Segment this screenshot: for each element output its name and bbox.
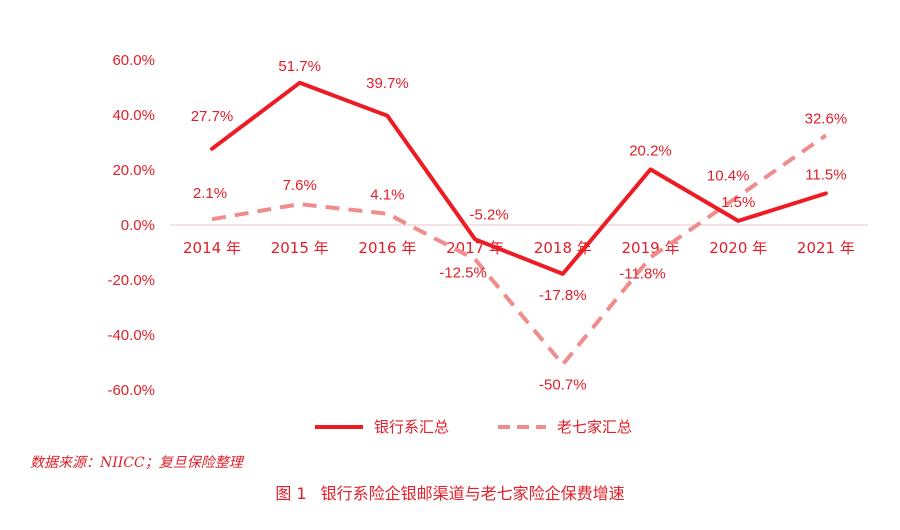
data-label: 11.5% (805, 166, 846, 183)
data-label: 27.7% (191, 108, 234, 125)
data-label: 39.7% (366, 75, 409, 92)
figure-caption: 图 1 银行系险企银邮渠道与老七家险企保费增速 (0, 480, 900, 504)
series-line-old7 (211, 133, 828, 367)
y-tick-label: 0.0% (121, 217, 155, 234)
figure-title: 银行系险企银邮渠道与老七家险企保费增速 (320, 484, 625, 503)
data-label: 51.7% (278, 58, 321, 75)
legend: 银行系汇总 老七家汇总 (315, 418, 632, 436)
y-tick-label: -40.0% (107, 327, 155, 344)
legend-label-bank: 银行系汇总 (374, 418, 449, 436)
legend-label-old7: 老七家汇总 (557, 418, 632, 436)
source-note: 数据来源：NIICC；复旦保险整理 (30, 455, 243, 471)
line-chart: 60.0% 40.0% 20.0% 0.0% -20.0% -40.0% -60.0% 20… (107, 52, 868, 436)
data-label: 1.5% (721, 194, 755, 211)
data-label: -12.5% (439, 264, 487, 281)
figure-number: 图 1 (275, 484, 307, 503)
data-label: 2.1% (193, 185, 227, 202)
x-tick-label: 2018 年 (534, 239, 592, 257)
x-tick-label: 2016 年 (358, 239, 416, 257)
data-label: 20.2% (629, 142, 672, 159)
data-label: -50.7% (539, 376, 587, 393)
series-group (210, 80, 828, 367)
data-labels: 27.7% 51.7% 39.7% -5.2% -17.8% 20.2% 1.5% 11.5%… (191, 58, 847, 394)
y-tick-label: 40.0% (112, 107, 155, 124)
data-label: -11.8% (619, 265, 665, 282)
y-tick-label: -60.0% (107, 382, 155, 399)
data-label: 10.4% (707, 167, 750, 184)
y-tick-label: 60.0% (112, 52, 155, 69)
x-tick-label: 2020 年 (709, 239, 767, 257)
x-tick-label: 2015 年 (271, 239, 329, 257)
x-tick-label: 2021 年 (797, 239, 855, 257)
x-axis-ticks: 2014 年 2015 年 2016 年 2017 年 2018 年 2019 年 2020… (183, 239, 855, 257)
data-label: -17.8% (539, 287, 587, 304)
x-tick-label: 2019 年 (622, 239, 680, 257)
data-label: 32.6% (805, 110, 848, 127)
data-label: -5.2% (470, 206, 509, 223)
x-tick-label: 2014 年 (183, 239, 241, 257)
y-tick-label: 20.0% (112, 162, 155, 179)
data-label: 4.1% (370, 187, 404, 204)
series-line-bank (210, 80, 828, 276)
y-tick-label: -20.0% (107, 272, 155, 289)
data-label: 7.6% (283, 177, 317, 194)
y-axis-ticks: 60.0% 40.0% 20.0% 0.0% -20.0% -40.0% -60.0% (107, 52, 155, 399)
